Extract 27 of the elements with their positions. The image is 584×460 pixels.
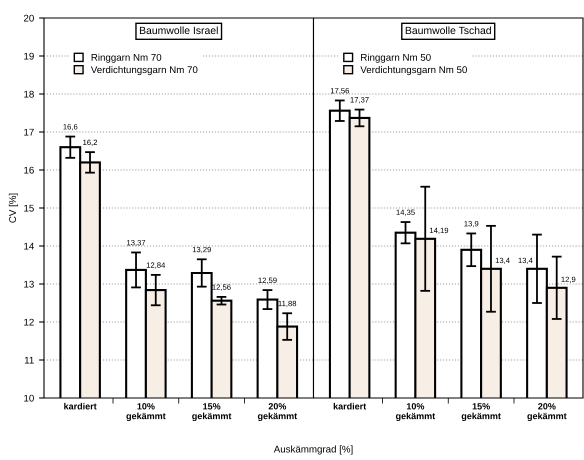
legend-label: Verdichtungsgarn Nm 50 [360,66,467,76]
y-tick-label: 16 [24,166,34,174]
x-tick-label: 10% gekämmt [396,403,436,422]
legend-label: Ringgarn Nm 50 [361,54,431,63]
x-tick-label: kardiert [334,402,366,410]
y-tick-label: 10 [24,394,34,402]
x-tick-label: kardiert [64,402,97,410]
text: Baumwolle Tschad [406,26,491,34]
y-tick-label: 20 [24,14,34,22]
y-tick-label: 13 [24,280,34,288]
y-tick-label: 17 [24,128,34,136]
y-tick-label: 11 [24,356,34,364]
legend-label: Ringgarn Nm 70 [92,54,162,63]
x-tick-label: 20% gekämmt [527,403,567,422]
text: Baumwolle Israel [140,26,218,34]
y-axis-title: CV [%] [8,194,18,223]
x-tick-label: 15% gekämmt [192,403,232,422]
y-tick-label: 12 [24,318,34,326]
x-axis-title: Auskämmgrad [%] [274,445,353,454]
x-tick-label: 15% gekämmt [462,403,501,422]
x-tick-label: 10% gekämmt [126,403,166,422]
legend-label: Verdichtungsgarn Nm 70 [90,66,198,76]
y-tick-label: 14 [24,242,34,250]
y-tick-label: 18 [24,90,34,98]
y-tick-label: 19 [24,52,34,60]
x-tick-label: 20% gekämmt [258,403,298,422]
y-tick-label: 15 [24,204,34,212]
